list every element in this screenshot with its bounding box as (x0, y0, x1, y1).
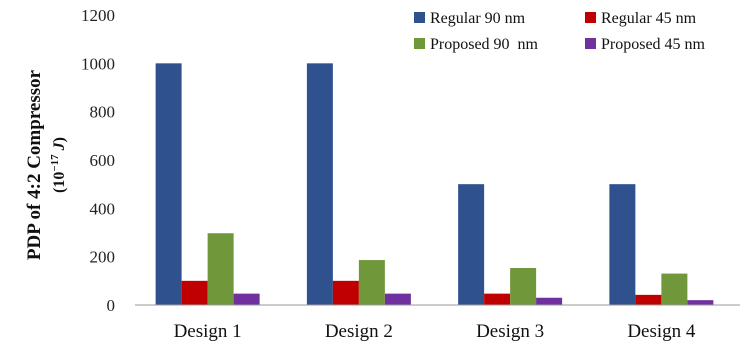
legend-swatch (585, 12, 596, 23)
bar (306, 63, 333, 306)
bar (635, 294, 662, 305)
bar (484, 293, 511, 305)
legend-swatch (414, 38, 425, 49)
bar (358, 260, 385, 305)
bar (384, 293, 411, 305)
y-axis-ticks: 0 200 400 600 800 1000 1200 (81, 6, 115, 315)
bar (609, 184, 636, 305)
y-tick-label: 800 (90, 103, 116, 122)
legend-label: Regular 90 nm (430, 10, 526, 27)
y-tick-label: 400 (90, 199, 116, 218)
legend-label: Regular 45 nm (601, 10, 697, 27)
x-tick-label: Design 3 (476, 321, 544, 342)
legend-swatch (414, 12, 425, 23)
bar (181, 280, 208, 305)
bar (687, 300, 714, 305)
y-axis-title: PDP of 4:2 Compressor (10−17 J) (24, 69, 68, 260)
bar (458, 184, 485, 305)
bar (155, 63, 182, 306)
legend-swatch (585, 38, 596, 49)
y-tick-label: 200 (90, 248, 116, 267)
bar (510, 268, 537, 305)
y-tick-label: 0 (107, 296, 116, 315)
x-tick-label: Design 1 (174, 321, 242, 342)
x-tick-label: Design 2 (325, 321, 393, 342)
bar (661, 273, 688, 305)
y-tick-label: 1200 (81, 6, 115, 25)
y-tick-label: 600 (90, 151, 116, 170)
legend-label: Proposed 90 nm (430, 36, 539, 53)
x-axis-labels: Design 1 Design 2 Design 3 Design 4 (174, 321, 696, 342)
y-axis-title-line1: PDP of 4:2 Compressor (24, 69, 45, 260)
legend-label: Proposed 45 nm (601, 36, 706, 53)
bar (207, 233, 234, 305)
bar (536, 297, 563, 305)
legend: Regular 90 nm Regular 45 nm Proposed 90 nm… (414, 10, 706, 53)
bar (332, 280, 359, 305)
x-tick-label: Design 4 (627, 321, 696, 342)
y-axis-title-line2: (10−17 J) (49, 137, 68, 193)
y-tick-label: 1000 (81, 54, 115, 73)
bars (155, 63, 714, 306)
bar (233, 293, 260, 305)
